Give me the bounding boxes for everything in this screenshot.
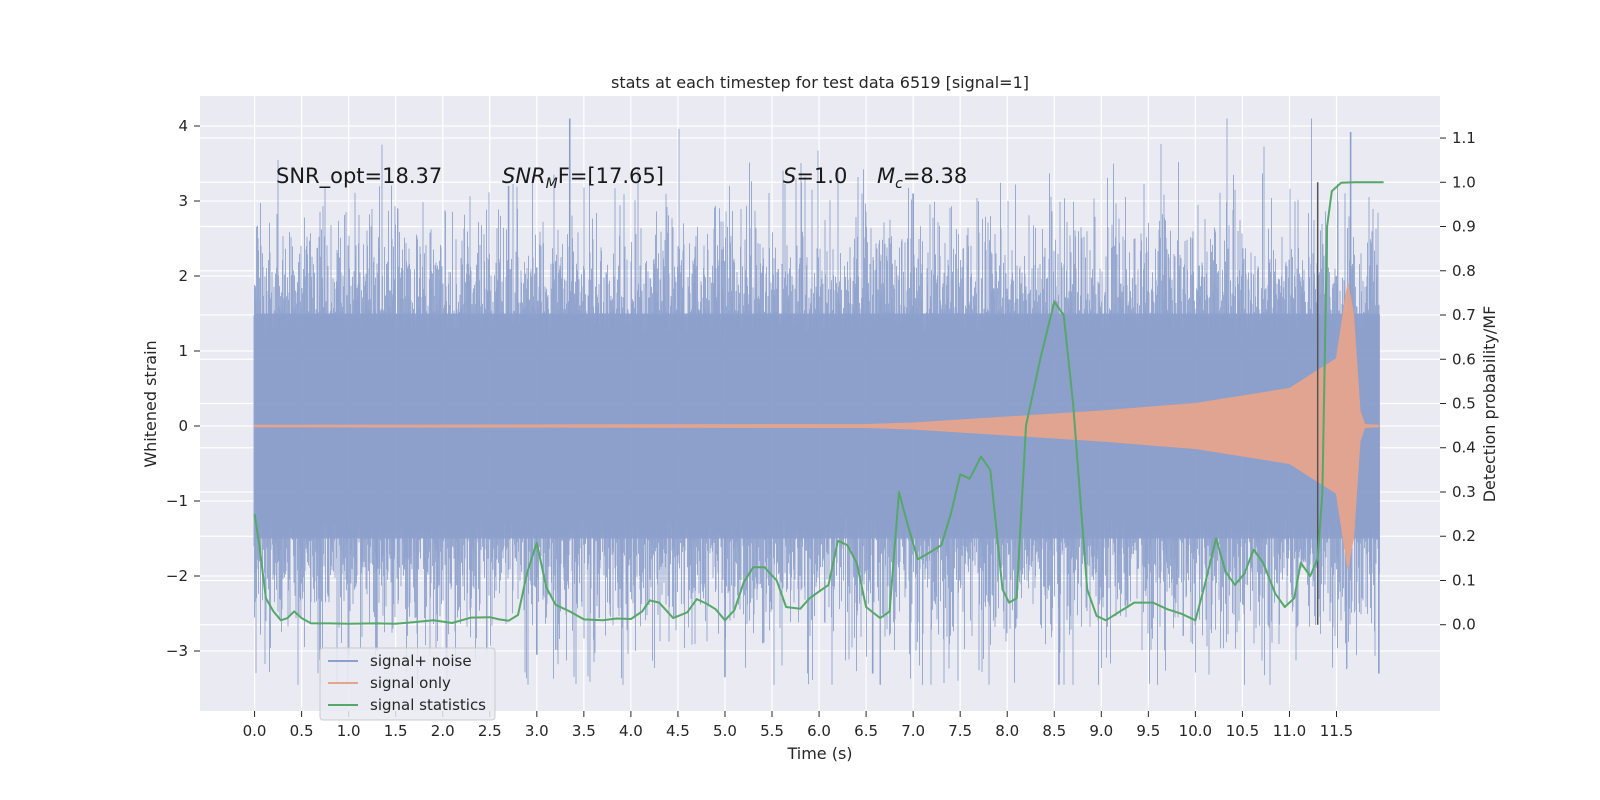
y2-tick-label-4: 0.7	[1452, 306, 1476, 324]
y-tick-label-3: 1	[178, 342, 188, 360]
annotation-snr-opt: SNR_opt=18.37	[276, 164, 442, 189]
x-tick-label-8: 4.0	[619, 722, 643, 740]
x-tick-label-3: 1.5	[384, 722, 408, 740]
y-axis-ticks: 4 3 2 1 0 −1 −2 −3	[166, 117, 200, 660]
x-tick-label-16: 8.0	[995, 722, 1019, 740]
y2-tick-label-7: 0.4	[1452, 439, 1476, 457]
x-tick-label-1: 0.5	[290, 722, 314, 740]
x-tick-label-12: 6.0	[807, 722, 831, 740]
y2-tick-label-11: 0.0	[1452, 616, 1476, 634]
x-tick-label-6: 3.0	[525, 722, 549, 740]
legend-label-signal-statistics: signal statistics	[370, 696, 486, 714]
y-tick-label-0: 4	[178, 117, 188, 135]
y2-tick-label-1: 1.0	[1452, 173, 1476, 191]
annotation-s: S=1.0	[783, 164, 847, 188]
y-tick-label-4: 0	[178, 417, 188, 435]
y-tick-label-6: −2	[166, 567, 188, 585]
y2-tick-label-8: 0.3	[1452, 483, 1476, 501]
x-tick-label-18: 9.0	[1089, 722, 1113, 740]
x-tick-label-5: 2.5	[478, 722, 502, 740]
x-tick-label-22: 11.0	[1273, 722, 1306, 740]
annotation-s-rest: =1.0	[796, 164, 847, 188]
x-tick-label-7: 3.5	[572, 722, 596, 740]
x-axis-ticks: 0.0 0.5 1.0 1.5 2.0 2.5 3.0 3.5 4.0 4.5 5.0 5.5 6.0 6…	[243, 711, 1353, 740]
annotation-mc-label: M	[877, 164, 895, 188]
legend-label-signal-only: signal only	[370, 674, 451, 692]
x-axis-label: Time (s)	[786, 744, 852, 763]
x-tick-label-13: 6.5	[854, 722, 878, 740]
chart-title: stats at each timestep for test data 651…	[611, 73, 1029, 92]
x-tick-label-0: 0.0	[243, 722, 267, 740]
signal-only-envelope	[254, 283, 1380, 569]
x-tick-label-14: 7.0	[901, 722, 925, 740]
annotation-snr-mf-label: SNR	[502, 164, 546, 188]
y-tick-label-5: −1	[166, 492, 188, 510]
annotation-mc-rest: =8.38	[903, 164, 967, 188]
y2-axis-ticks: 1.1 1.0 0.9 0.8 0.7 0.6 0.5 0.4 0.3 0.2 0.1 0.0	[1440, 129, 1476, 634]
y-tick-label-1: 3	[178, 192, 188, 210]
legend-box	[319, 647, 496, 721]
annotation-s-label: S	[783, 164, 796, 188]
x-tick-label-20: 10.0	[1179, 722, 1212, 740]
annotation-mc-sub: c	[895, 176, 903, 192]
y-axis-label: Whitened strain	[141, 340, 160, 467]
x-tick-label-23: 11.5	[1320, 722, 1353, 740]
x-tick-label-19: 9.5	[1136, 722, 1160, 740]
legend: signal+ noise signal only signal statist…	[319, 647, 496, 721]
series-signal-only	[254, 283, 1380, 569]
annotation-snr-mf-sub: M	[546, 176, 558, 192]
annotation-snr-mf: SNRMF=[17.65]	[502, 164, 664, 192]
x-tick-label-21: 10.5	[1226, 722, 1259, 740]
x-tick-label-15: 7.5	[948, 722, 972, 740]
x-tick-label-17: 8.5	[1042, 722, 1066, 740]
legend-label-signal-noise: signal+ noise	[370, 652, 472, 670]
y-tick-label-2: 2	[178, 267, 188, 285]
y2-axis-label: Detection probability/MF	[1480, 306, 1499, 503]
y2-tick-label-5: 0.6	[1452, 350, 1476, 368]
y2-tick-label-9: 0.2	[1452, 527, 1476, 545]
y2-tick-label-3: 0.8	[1452, 262, 1476, 280]
x-tick-label-9: 4.5	[666, 722, 690, 740]
signal-statistics-line	[253, 181, 1384, 625]
y2-tick-label-2: 0.9	[1452, 218, 1476, 236]
annotation-snr-mf-rest: F=[17.65]	[558, 164, 664, 188]
y-tick-label-7: −3	[166, 642, 188, 660]
series-signal-statistics	[253, 181, 1384, 625]
y2-tick-label-6: 0.5	[1452, 395, 1476, 413]
x-tick-label-11: 5.5	[760, 722, 784, 740]
x-tick-label-4: 2.0	[431, 722, 455, 740]
y2-tick-label-0: 1.1	[1452, 129, 1476, 147]
annotation-mc: Mc=8.38	[877, 164, 967, 192]
y2-tick-label-10: 0.1	[1452, 571, 1476, 589]
x-tick-label-2: 1.0	[337, 722, 361, 740]
x-tick-label-10: 5.0	[713, 722, 737, 740]
